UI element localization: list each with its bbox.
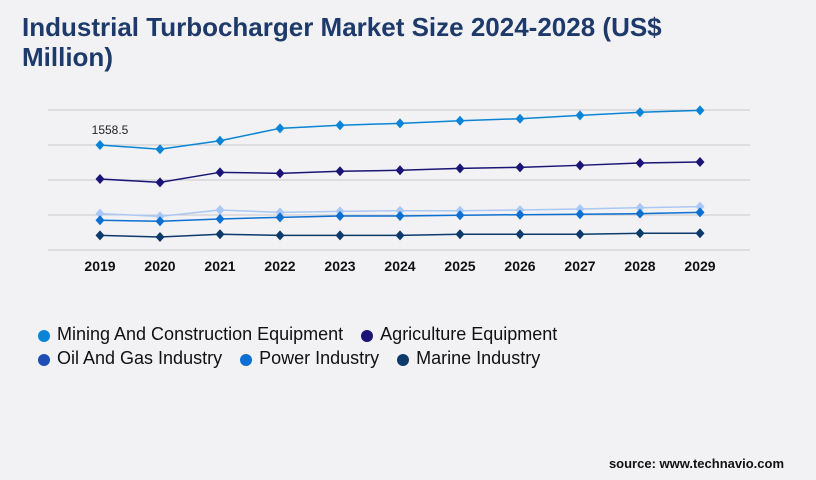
data-point: [575, 229, 585, 240]
data-point: [95, 173, 105, 184]
data-point: [335, 166, 345, 177]
x-tick-label: 2028: [624, 258, 655, 274]
x-tick-label: 2021: [204, 258, 235, 274]
data-point: [215, 214, 225, 225]
data-point: [695, 105, 705, 116]
legend-label: Power Industry: [259, 347, 380, 368]
data-point: [95, 215, 105, 226]
legend-item: Power Industry: [240, 348, 379, 369]
data-point: [215, 204, 225, 215]
legend-label: Agriculture Equipment: [380, 323, 558, 344]
data-point: [695, 201, 705, 212]
legend-item: Marine Industry: [397, 348, 540, 369]
data-point: [335, 210, 345, 221]
data-point: [395, 205, 405, 216]
data-point: [155, 216, 165, 227]
data-point: [635, 107, 645, 118]
data-point: [575, 110, 585, 121]
data-point: [635, 202, 645, 213]
data-point: [335, 120, 345, 131]
legend-marker: [361, 330, 374, 342]
data-point: [575, 160, 585, 171]
x-tick-label: 2024: [384, 258, 415, 274]
data-point: [155, 144, 165, 155]
data-point: [95, 230, 105, 241]
data-point: [455, 163, 465, 174]
data-point: [455, 210, 465, 221]
data-point: [335, 230, 345, 241]
data-point: [575, 204, 585, 215]
data-point: [275, 212, 285, 223]
legend-marker: [397, 354, 410, 366]
data-point: [275, 230, 285, 241]
chart-title: Industrial Turbocharger Market Size 2024…: [22, 12, 662, 72]
legend-label: Mining And Construction Equipment: [57, 323, 344, 344]
legend-label: Oil And Gas Industry: [57, 347, 223, 368]
series-line: [99, 109, 701, 151]
data-point: [515, 229, 525, 240]
data-point: [455, 229, 465, 240]
data-point: [395, 118, 405, 129]
data-point: [635, 228, 645, 239]
legend: Mining And Construction Equipment Agricu…: [38, 322, 575, 370]
data-point: [95, 208, 105, 219]
data-point: [275, 123, 285, 134]
data-point: [275, 168, 285, 179]
data-point: [395, 210, 405, 221]
data-point: [155, 177, 165, 188]
data-point: [395, 230, 405, 241]
data-label: 1558.5: [92, 123, 129, 137]
x-tick-label: 2025: [444, 258, 475, 274]
legend-marker: [240, 354, 253, 366]
data-point: [455, 115, 465, 126]
legend-item: Mining And Construction Equipment: [38, 324, 343, 345]
data-point: [635, 208, 645, 219]
data-point: [515, 209, 525, 220]
x-tick-label: 2027: [564, 258, 595, 274]
data-point: [215, 167, 225, 178]
x-tick-label: 2029: [684, 258, 715, 274]
data-point: [215, 135, 225, 146]
data-point: [215, 229, 225, 240]
legend-item: Oil And Gas Industry: [38, 348, 222, 369]
data-point: [695, 207, 705, 218]
data-point: [155, 231, 165, 242]
data-point: [575, 209, 585, 220]
legend-marker: [38, 354, 50, 366]
data-point: [95, 140, 105, 150]
x-tick-label: 2022: [264, 258, 295, 274]
data-point: [635, 158, 645, 169]
line-chart: 2019 2020 2021 2022 2023 2024 2025 2026 2027 2028…: [48, 105, 750, 274]
x-tick-label: 2020: [144, 258, 175, 274]
data-point: [515, 113, 525, 124]
x-tick-label: 2019: [84, 258, 115, 274]
source-note: source: www.technavio.com: [608, 456, 784, 471]
data-point: [515, 162, 525, 173]
data-point: [395, 165, 405, 176]
data-point: [695, 157, 705, 168]
legend-label: Marine Industry: [416, 347, 541, 368]
legend-item: Agriculture Equipment: [361, 324, 557, 345]
x-tick-label: 2026: [504, 258, 535, 274]
x-tick-label: 2023: [324, 258, 355, 274]
legend-marker: [38, 330, 50, 342]
data-point: [695, 228, 705, 239]
